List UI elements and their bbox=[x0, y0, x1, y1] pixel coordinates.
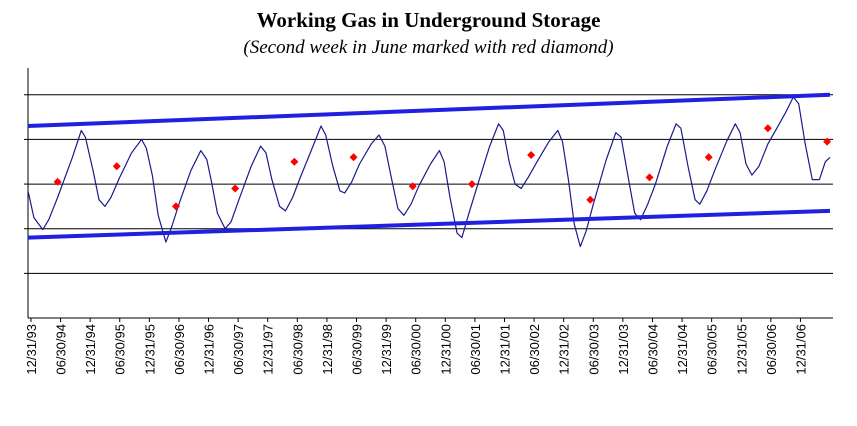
x-tick-label-16: 12/31/01 bbox=[497, 324, 512, 375]
x-tick-label-26: 12/31/06 bbox=[793, 324, 808, 375]
june-marker-11 bbox=[704, 153, 713, 162]
axis-layer bbox=[24, 68, 833, 322]
x-tick-label-5: 06/30/96 bbox=[172, 324, 187, 375]
x-tick-label-22: 12/31/04 bbox=[675, 324, 690, 375]
x-tick-label-11: 06/30/99 bbox=[350, 324, 365, 375]
chart-title: Working Gas in Underground Storage bbox=[256, 8, 601, 32]
june-marker-9 bbox=[586, 195, 595, 204]
x-tick-label-13: 06/30/00 bbox=[409, 324, 424, 375]
x-tick-label-24: 12/31/05 bbox=[734, 324, 749, 375]
june-marker-7 bbox=[467, 180, 476, 189]
x-tick-label-25: 06/30/06 bbox=[764, 324, 779, 375]
x-tick-label-20: 12/31/03 bbox=[616, 324, 631, 375]
x-tick-label-6: 12/31/96 bbox=[202, 324, 217, 375]
x-tick-label-14: 12/31/00 bbox=[438, 324, 453, 375]
x-tick-label-21: 06/30/04 bbox=[645, 324, 660, 375]
x-tick-label-8: 12/31/97 bbox=[261, 324, 276, 375]
x-tick-label-15: 06/30/01 bbox=[468, 324, 483, 375]
upper-trend-line bbox=[27, 92, 831, 128]
storage-line bbox=[27, 96, 831, 248]
june-marker-4 bbox=[290, 157, 299, 166]
june-marker-1 bbox=[112, 162, 121, 171]
june-marker-3 bbox=[231, 184, 240, 193]
x-tick-label-4: 12/31/95 bbox=[142, 324, 157, 375]
x-tick-label-2: 12/31/94 bbox=[83, 324, 98, 375]
x-tick-label-12: 12/31/99 bbox=[379, 324, 394, 375]
x-tick-label-3: 06/30/95 bbox=[113, 324, 128, 375]
june-marker-0 bbox=[53, 177, 62, 186]
june-marker-12 bbox=[763, 124, 772, 133]
series-layer bbox=[27, 92, 831, 248]
x-tick-label-19: 06/30/03 bbox=[586, 324, 601, 375]
x-tick-label-1: 06/30/94 bbox=[54, 324, 69, 375]
marker-layer bbox=[53, 124, 832, 211]
chart-subtitle: (Second week in June marked with red dia… bbox=[243, 37, 614, 58]
x-tick-labels: 12/31/93 06/30/94 12/31/94 06/30/95 12/31/95… bbox=[24, 324, 808, 375]
x-tick-label-0: 12/31/93 bbox=[24, 324, 39, 375]
june-marker-6 bbox=[408, 182, 417, 191]
x-tick-label-10: 12/31/98 bbox=[320, 324, 335, 375]
x-tick-label-17: 06/30/02 bbox=[527, 324, 542, 375]
lower-trend-line bbox=[27, 208, 831, 240]
june-marker-10 bbox=[645, 173, 654, 182]
june-marker-13 bbox=[823, 137, 832, 146]
june-marker-5 bbox=[349, 153, 358, 162]
june-marker-8 bbox=[527, 151, 536, 160]
x-tick-label-7: 06/30/97 bbox=[231, 324, 246, 375]
x-tick-label-9: 06/30/98 bbox=[290, 324, 305, 375]
x-tick-label-23: 06/30/05 bbox=[705, 324, 720, 375]
june-marker-2 bbox=[171, 202, 180, 211]
x-tick-label-18: 12/31/02 bbox=[557, 324, 572, 375]
